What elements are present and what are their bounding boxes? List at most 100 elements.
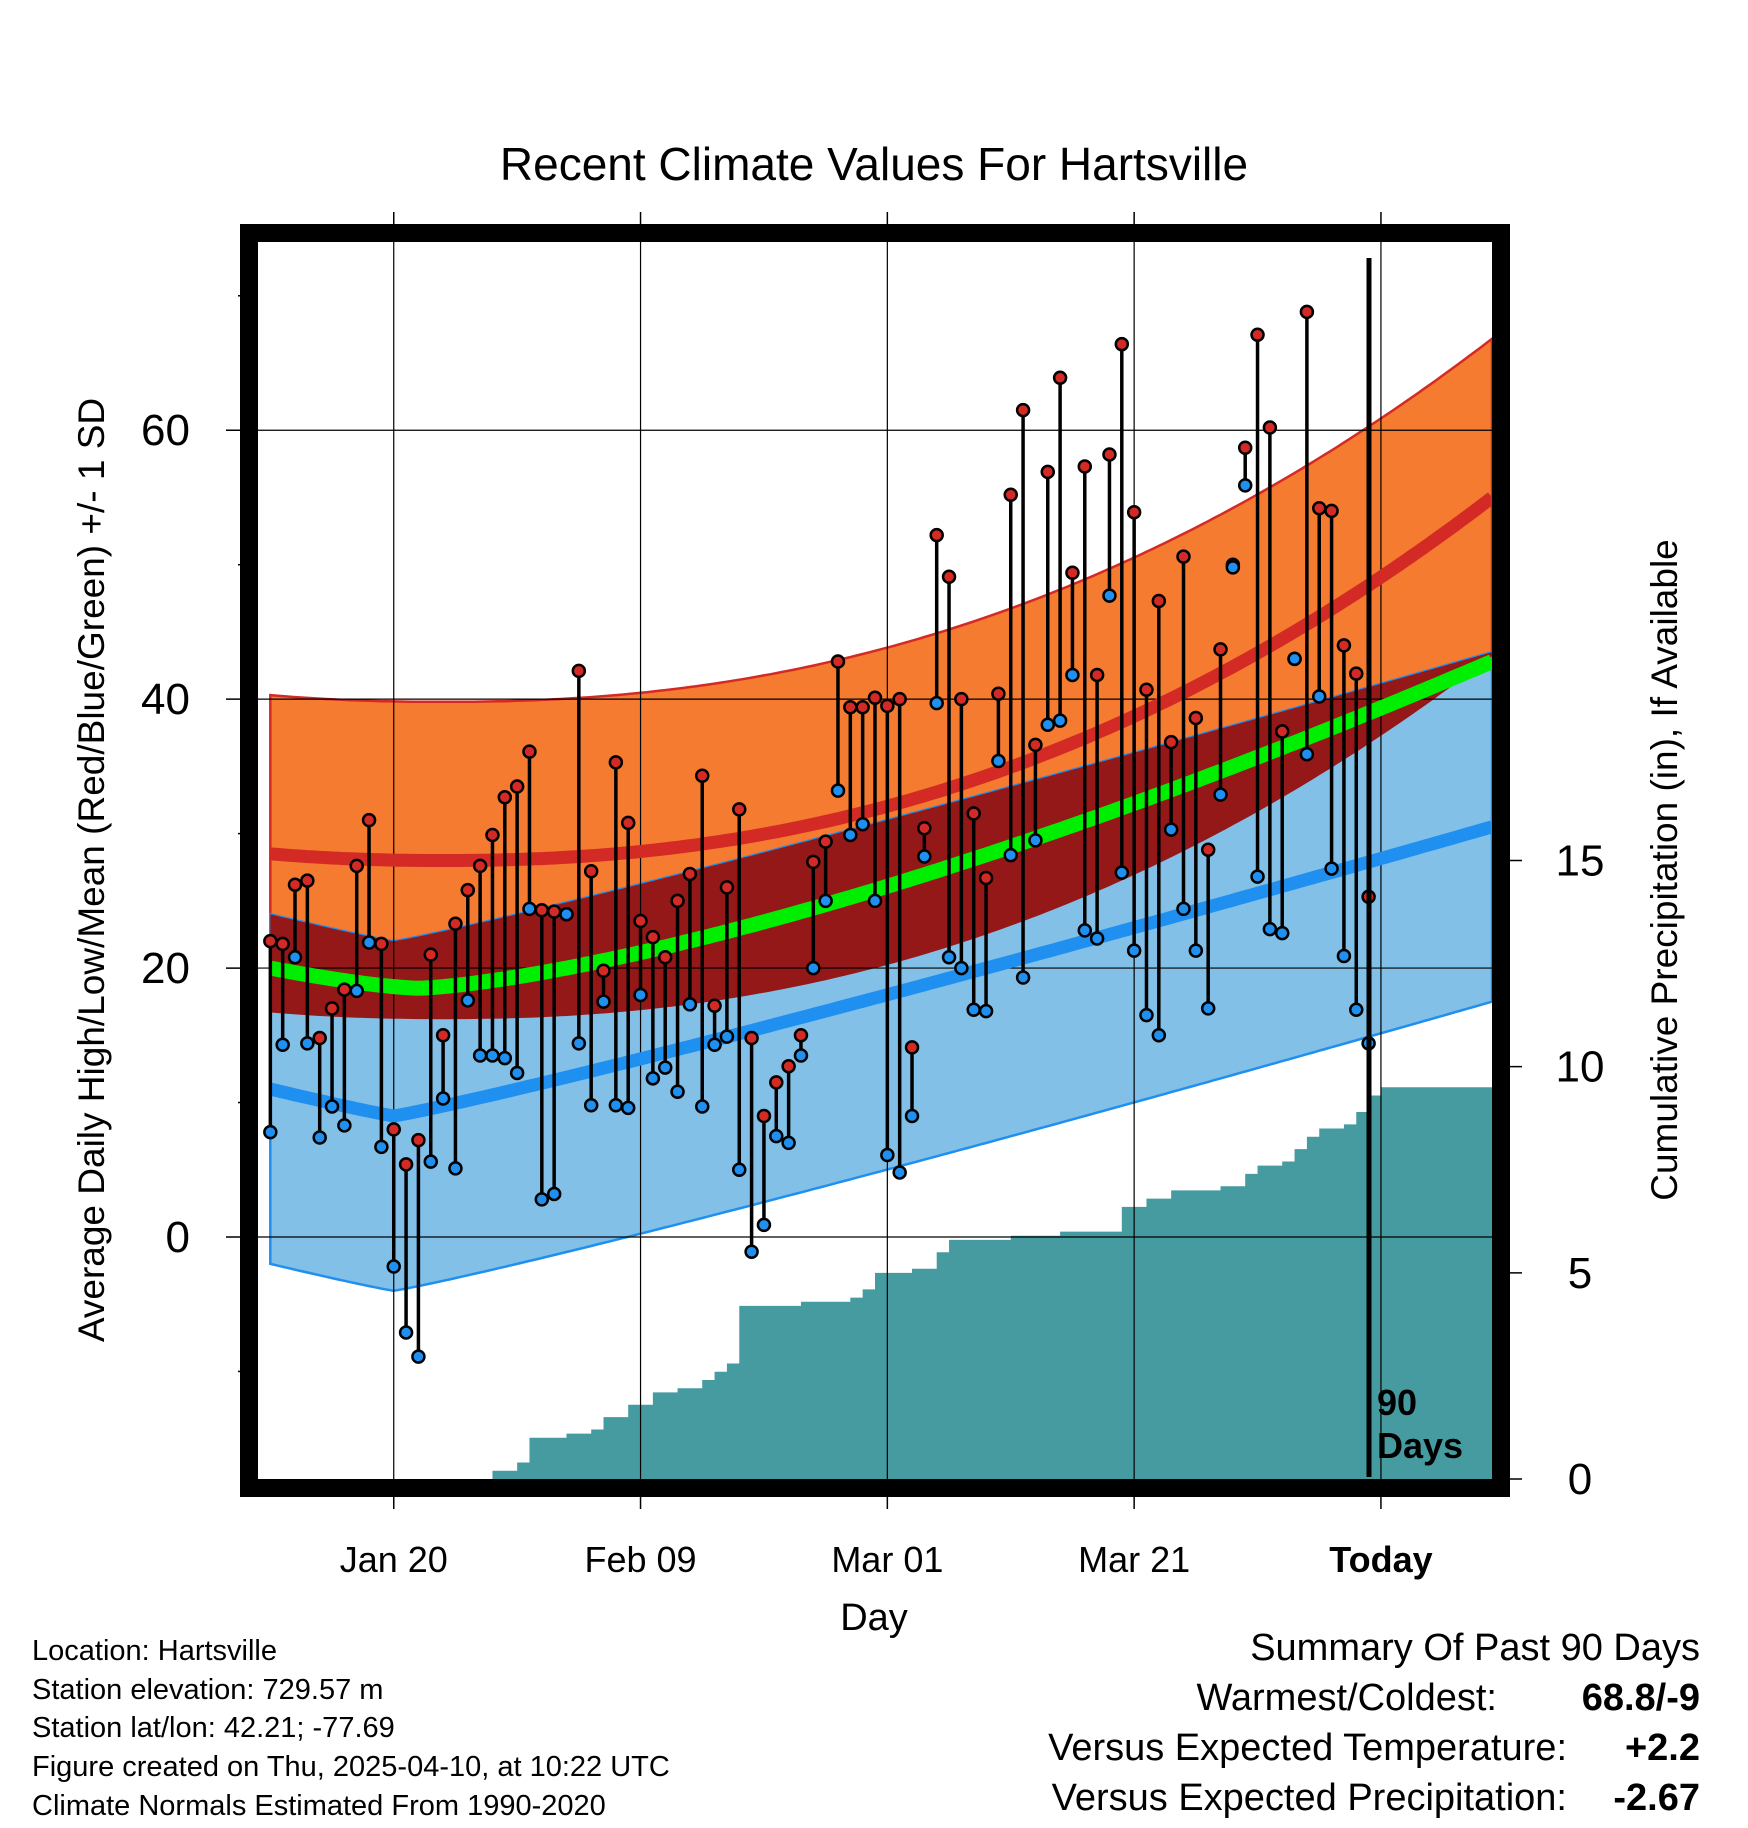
daily-high-point <box>707 998 722 1013</box>
daily-high-point <box>472 858 488 874</box>
daily-high-point <box>892 691 907 707</box>
daily-high-point <box>904 1040 920 1055</box>
daily-high-point <box>546 904 562 919</box>
summary-title: Summary Of Past 90 Days <box>1250 1627 1700 1669</box>
y2-axis-label: Cumulative Precipitation (in), If Availa… <box>1644 539 1685 1201</box>
daily-low-point <box>1262 921 1278 937</box>
daily-low-point <box>1274 925 1290 941</box>
daily-low-point <box>991 753 1006 769</box>
x-axis-label: Day <box>840 1597 908 1639</box>
daily-low-point <box>608 1097 624 1113</box>
daily-high-point <box>509 779 525 794</box>
daily-low-point <box>793 1048 809 1063</box>
daily-low-point <box>497 1050 513 1066</box>
daily-high-point <box>769 1075 784 1090</box>
daily-high-point <box>300 873 315 888</box>
summary-precip-label: Versus Expected Precipitation: <box>1052 1777 1567 1819</box>
daily-high-point <box>374 936 389 952</box>
x-tick-label: Jan 20 <box>340 1539 448 1580</box>
daily-high-point <box>830 654 846 669</box>
y-tick-label: 40 <box>141 675 190 724</box>
daily-low-point <box>324 1099 340 1114</box>
x-tick-label: Today <box>1329 1539 1432 1580</box>
daily-high-point <box>719 880 735 895</box>
daily-high-point <box>1028 737 1043 753</box>
daily-high-point <box>1151 593 1167 609</box>
daily-high-point <box>966 806 981 821</box>
daily-low-point <box>1003 847 1018 863</box>
daily-high-point <box>1126 505 1142 520</box>
daily-low-point <box>1114 865 1130 880</box>
daily-high-point <box>275 936 290 952</box>
daily-high-point <box>608 755 624 770</box>
daily-low-point <box>300 1036 315 1051</box>
cumulative-precipitation-area <box>270 1087 1493 1479</box>
daily-high-point <box>448 916 463 931</box>
footer-location: Location: Hartsville <box>32 1635 277 1667</box>
daily-high-point <box>843 699 858 715</box>
normal-high-line <box>269 492 1496 867</box>
daily-high-point <box>337 982 352 997</box>
y-tick-label: 60 <box>141 406 190 455</box>
summary-warm-cold-value: 68.8/-9 <box>1582 1677 1700 1719</box>
daily-high-point <box>423 947 439 962</box>
daily-high-point <box>1200 842 1216 857</box>
daily-high-point <box>287 877 303 892</box>
daily-high-point <box>1324 503 1339 519</box>
daily-low-point <box>941 950 957 965</box>
daily-high-point <box>1003 487 1018 503</box>
daily-high-point <box>744 1030 759 1046</box>
daily-high-point <box>1237 440 1253 455</box>
daily-low-point <box>1213 787 1228 802</box>
daily-low-point <box>830 783 846 798</box>
daily-high-point <box>620 815 636 831</box>
summary-temp-label: Versus Expected Temperature: <box>1048 1727 1567 1769</box>
sd-overlap-band <box>270 652 1492 1020</box>
daily-low-point <box>448 1161 463 1176</box>
y2-tick-label: 5 <box>1568 1249 1592 1298</box>
daily-high-point <box>349 858 364 874</box>
daily-low-point <box>1040 717 1056 732</box>
today-label-days-count: 90 <box>1377 1382 1417 1423</box>
daily-low-point <box>657 1060 673 1075</box>
y2-tick-label: 10 <box>1556 1043 1605 1092</box>
daily-high-point <box>793 1028 809 1043</box>
daily-low-point <box>546 1186 562 1202</box>
daily-high-point <box>435 1028 451 1043</box>
daily-high-point <box>818 834 833 849</box>
daily-low-point <box>337 1118 352 1133</box>
daily-low-point <box>534 1192 550 1207</box>
daily-low-point <box>1102 588 1117 603</box>
daily-low-point <box>312 1130 327 1145</box>
daily-high-point <box>485 827 500 843</box>
daily-low-point <box>880 1147 895 1163</box>
summary-warm-cold-label: Warmest/Coldest: <box>1196 1677 1497 1719</box>
daily-low-point <box>892 1165 907 1180</box>
daily-high-point <box>411 1132 426 1148</box>
daily-low-point <box>374 1139 389 1155</box>
daily-low-point <box>509 1065 525 1081</box>
daily-low-point <box>596 994 611 1009</box>
daily-high-point <box>670 893 685 909</box>
daily-high-point <box>1250 327 1265 343</box>
daily-high-point <box>1262 420 1278 435</box>
daily-low-point <box>571 1036 587 1051</box>
normal-low-line <box>268 820 1494 1123</box>
daily-low-point <box>744 1244 759 1260</box>
daily-low-point <box>978 1003 994 1019</box>
daily-low-point <box>411 1349 426 1364</box>
daily-high-point <box>263 933 278 949</box>
daily-low-point <box>287 950 303 965</box>
daily-high-point <box>694 768 710 784</box>
daily-low-point <box>917 849 932 864</box>
daily-low-point <box>855 816 870 832</box>
daily-low-point <box>1052 713 1068 728</box>
daily-high-point <box>954 691 969 707</box>
footer-info: Location: Hartsville Station elevation: … <box>32 1635 670 1822</box>
daily-low-point <box>929 695 944 711</box>
daily-low-point <box>1163 822 1179 837</box>
y2-tick-label: 0 <box>1568 1455 1592 1504</box>
daily-high-point <box>732 802 747 817</box>
daily-high-point <box>991 686 1006 702</box>
